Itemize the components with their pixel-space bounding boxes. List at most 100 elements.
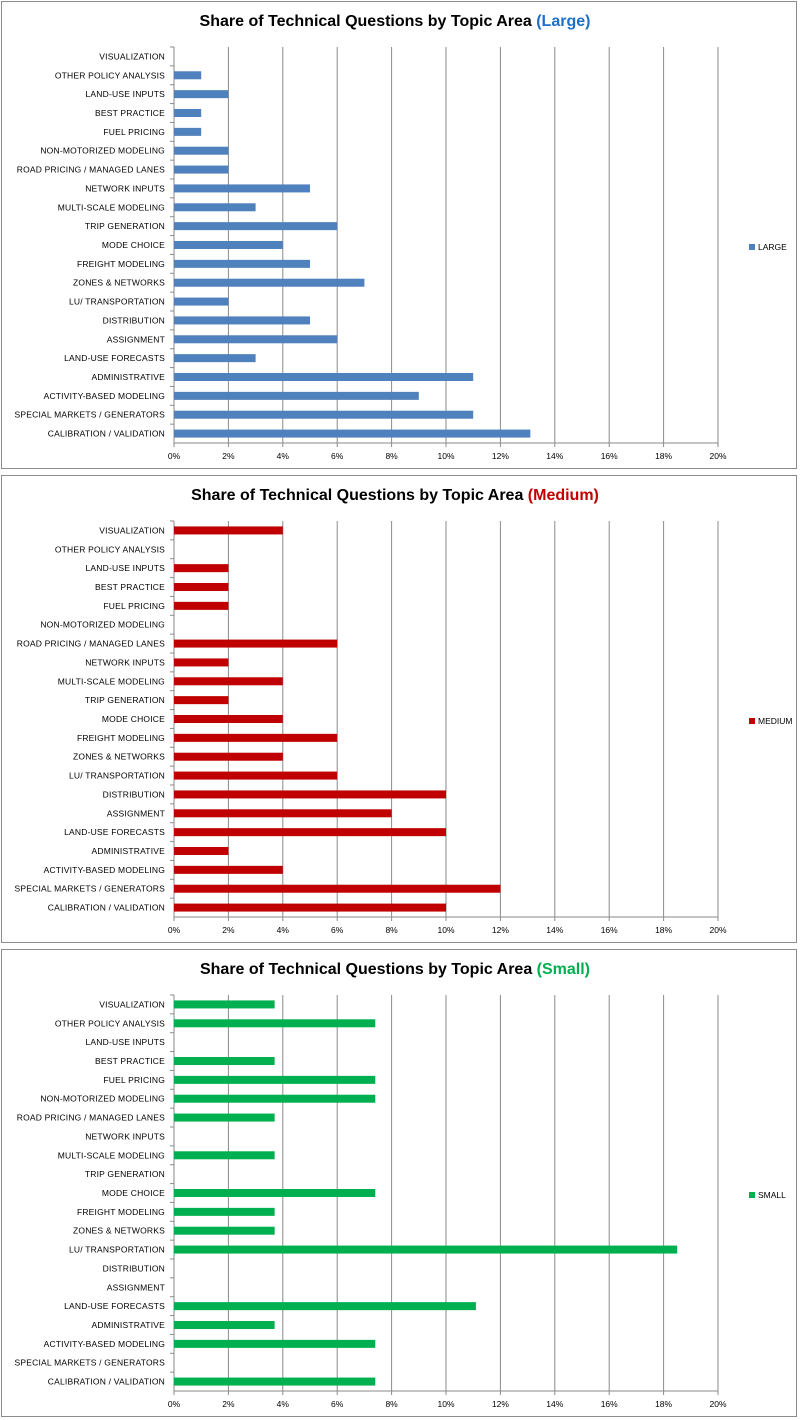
x-tick-label: 4% bbox=[277, 451, 290, 461]
bar-land-use-forecasts bbox=[174, 1302, 476, 1311]
x-tick-label: 10% bbox=[437, 925, 454, 935]
bar-zones-networks bbox=[174, 752, 283, 761]
chart-title: Share of Technical Questions by Topic Ar… bbox=[191, 487, 599, 504]
legend-label: LARGE bbox=[758, 242, 787, 252]
category-label-fuel-pricing: FUEL PRICING bbox=[103, 601, 165, 611]
bar-fuel-pricing bbox=[174, 601, 229, 610]
category-label-administrative: ADMINISTRATIVE bbox=[92, 372, 166, 382]
bar-freight-modeling bbox=[174, 259, 310, 268]
category-label-distribution: DISTRIBUTION bbox=[103, 315, 165, 325]
x-tick-label: 0% bbox=[168, 925, 181, 935]
category-label-visualization: VISUALIZATION bbox=[99, 525, 165, 535]
bar-administrative bbox=[174, 1321, 275, 1329]
bar-multi-scale-modeling bbox=[174, 1151, 275, 1160]
category-label-lu-transportation: LU/ TRANSPORTATION bbox=[69, 771, 165, 781]
legend-swatch bbox=[749, 1192, 755, 1198]
category-label-best-practice: BEST PRACTICE bbox=[95, 108, 165, 118]
bar-other-policy-analysis bbox=[174, 71, 202, 80]
x-tick-label: 14% bbox=[546, 451, 563, 461]
bar-special-markets-generators bbox=[174, 410, 474, 419]
chart-title-main: Share of Technical Questions by Topic Ar… bbox=[191, 487, 528, 504]
x-tick-label: 8% bbox=[385, 925, 398, 935]
bar-special-markets-generators bbox=[174, 884, 501, 893]
legend-label: MEDIUM bbox=[758, 716, 792, 726]
category-label-visualization: VISUALIZATION bbox=[99, 999, 165, 1009]
bar-road-pricing-managed-lanes bbox=[174, 639, 338, 648]
category-label-mode-choice: MODE CHOICE bbox=[102, 1188, 165, 1198]
category-label-trip-generation: TRIP GENERATION bbox=[85, 695, 165, 705]
bar-visualization bbox=[174, 1000, 275, 1009]
bar-non-motorized-modeling bbox=[174, 1094, 376, 1103]
category-label-non-motorized-modeling: NON-MOTORIZED MODELING bbox=[40, 620, 165, 630]
chart-title: Share of Technical Questions by Topic Ar… bbox=[200, 961, 590, 978]
category-label-administrative: ADMINISTRATIVE bbox=[92, 1320, 166, 1330]
chart-panel-small: Share of Technical Questions by Topic Ar… bbox=[1, 949, 797, 1417]
category-label-calibration-validation: CALIBRATION / VALIDATION bbox=[48, 429, 165, 439]
bar-activity-based-modeling bbox=[174, 1339, 376, 1348]
category-label-land-use-forecasts: LAND-USE FORECASTS bbox=[64, 1301, 165, 1311]
category-label-network-inputs: NETWORK INPUTS bbox=[85, 1131, 165, 1141]
bar-multi-scale-modeling bbox=[174, 677, 283, 686]
bar-network-inputs bbox=[174, 184, 310, 193]
category-label-other-policy-analysis: OTHER POLICY ANALYSIS bbox=[55, 1018, 165, 1028]
chart-title-main: Share of Technical Questions by Topic Ar… bbox=[200, 961, 537, 978]
bar-mode-choice bbox=[174, 241, 283, 249]
chart-panel-large: Share of Technical Questions by Topic Ar… bbox=[1, 1, 797, 469]
category-label-multi-scale-modeling: MULTI-SCALE MODELING bbox=[58, 202, 165, 212]
chart-title-size: (Large) bbox=[536, 13, 590, 30]
x-tick-label: 18% bbox=[655, 1399, 672, 1409]
category-label-freight-modeling: FREIGHT MODELING bbox=[77, 1207, 165, 1217]
category-label-distribution: DISTRIBUTION bbox=[103, 789, 165, 799]
bar-best-practice bbox=[174, 583, 229, 591]
bar-assignment bbox=[174, 335, 338, 344]
x-tick-label: 0% bbox=[168, 1399, 181, 1409]
x-tick-label: 16% bbox=[601, 1399, 618, 1409]
category-label-non-motorized-modeling: NON-MOTORIZED MODELING bbox=[40, 146, 165, 156]
bar-calibration-validation bbox=[174, 429, 531, 438]
x-tick-label: 0% bbox=[168, 451, 181, 461]
category-label-road-pricing-managed-lanes: ROAD PRICING / MANAGED LANES bbox=[17, 639, 165, 649]
x-tick-label: 6% bbox=[331, 1399, 344, 1409]
category-label-zones-networks: ZONES & NETWORKS bbox=[73, 752, 165, 762]
x-tick-label: 6% bbox=[331, 925, 344, 935]
bar-assignment bbox=[174, 809, 392, 818]
x-tick-label: 18% bbox=[655, 451, 672, 461]
x-tick-label: 6% bbox=[331, 451, 344, 461]
x-tick-label: 4% bbox=[277, 925, 290, 935]
bar-visualization bbox=[174, 526, 283, 535]
category-label-land-use-inputs: LAND-USE INPUTS bbox=[85, 1037, 165, 1047]
chart-svg: Share of Technical Questions by Topic Ar… bbox=[15, 487, 793, 935]
x-tick-label: 20% bbox=[709, 451, 726, 461]
category-label-non-motorized-modeling: NON-MOTORIZED MODELING bbox=[40, 1094, 165, 1104]
chart-title: Share of Technical Questions by Topic Ar… bbox=[200, 13, 591, 30]
bar-calibration-validation bbox=[174, 903, 446, 912]
category-label-freight-modeling: FREIGHT MODELING bbox=[77, 733, 165, 743]
bar-fuel-pricing bbox=[174, 127, 202, 136]
x-tick-label: 12% bbox=[492, 925, 509, 935]
x-tick-label: 8% bbox=[385, 1399, 398, 1409]
category-label-distribution: DISTRIBUTION bbox=[103, 1263, 165, 1273]
bar-zones-networks bbox=[174, 1226, 275, 1235]
bar-land-use-inputs bbox=[174, 564, 229, 573]
x-tick-label: 14% bbox=[546, 1399, 563, 1409]
category-label-fuel-pricing: FUEL PRICING bbox=[103, 127, 165, 137]
x-tick-label: 10% bbox=[437, 1399, 454, 1409]
category-label-visualization: VISUALIZATION bbox=[99, 51, 165, 61]
bar-zones-networks bbox=[174, 278, 365, 287]
category-label-best-practice: BEST PRACTICE bbox=[95, 1056, 165, 1066]
bar-administrative bbox=[174, 373, 474, 381]
x-tick-label: 16% bbox=[601, 925, 618, 935]
x-tick-label: 20% bbox=[709, 1399, 726, 1409]
category-label-mode-choice: MODE CHOICE bbox=[102, 240, 165, 250]
category-label-land-use-forecasts: LAND-USE FORECASTS bbox=[64, 353, 165, 363]
category-label-lu-transportation: LU/ TRANSPORTATION bbox=[69, 297, 165, 307]
category-label-road-pricing-managed-lanes: ROAD PRICING / MANAGED LANES bbox=[17, 1113, 165, 1123]
bar-trip-generation bbox=[174, 696, 229, 705]
chart-svg: Share of Technical Questions by Topic Ar… bbox=[15, 13, 788, 461]
x-tick-label: 20% bbox=[709, 925, 726, 935]
bar-land-use-forecasts bbox=[174, 828, 446, 837]
bar-activity-based-modeling bbox=[174, 865, 283, 874]
x-tick-label: 12% bbox=[492, 1399, 509, 1409]
x-tick-label: 16% bbox=[601, 451, 618, 461]
category-label-network-inputs: NETWORK INPUTS bbox=[85, 657, 165, 667]
